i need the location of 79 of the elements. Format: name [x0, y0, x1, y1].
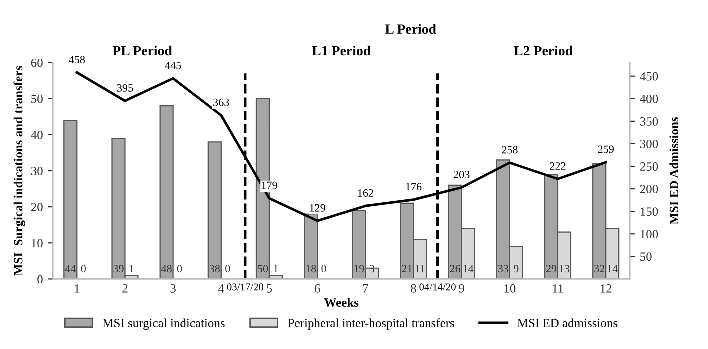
data-label: 0 [226, 265, 230, 273]
data-label: 222 [550, 162, 566, 170]
y-tick-label: 60 [31, 58, 43, 68]
bar [304, 214, 318, 280]
y-tick-label: 50 [32, 94, 43, 104]
text: L Period [385, 24, 436, 34]
data-label: 48 [161, 265, 172, 273]
data-label: 29 [546, 265, 557, 273]
data-label: 39 [114, 265, 124, 273]
x-tick-label: 5 [267, 284, 272, 293]
data-label: 18 [306, 265, 316, 273]
data-label: 14 [608, 265, 618, 273]
data-label: 44 [65, 265, 76, 273]
data-label: 1 [274, 265, 278, 273]
data-label: 458 [69, 56, 86, 64]
x-tick-label: 10 [504, 284, 516, 293]
data-label: 50 [258, 265, 268, 273]
data-label: 363 [214, 98, 230, 106]
legend-label: MSI ED admissions [518, 318, 618, 328]
data-label: 445 [165, 62, 182, 70]
data-label: 32 [594, 265, 605, 273]
y2-tick-label: 350 [640, 117, 658, 126]
data-label: 129 [310, 204, 326, 212]
x-tick-label: 11 [553, 284, 564, 293]
x-tick-label: 6 [314, 284, 320, 293]
x-axis-title: Weeks [324, 298, 359, 308]
data-label: 21 [402, 265, 412, 273]
x-tick-label: 1 [75, 284, 80, 293]
bar [208, 142, 222, 280]
data-label: 259 [598, 146, 614, 154]
y2-tick-label: 150 [640, 208, 658, 216]
data-label: 1 [130, 265, 134, 273]
x-tick-label: 7 [363, 284, 368, 293]
x-tick-label: 12 [600, 284, 612, 293]
x-tick-label: 9 [459, 284, 464, 293]
y2-tick-label: 50 [640, 252, 652, 262]
y-tick-label: 0 [38, 275, 43, 284]
y2-tick-label: 100 [640, 230, 658, 239]
annotation: 03/17/20 [227, 284, 264, 291]
text: PL Period [112, 46, 172, 56]
data-label: 9 [514, 265, 519, 273]
bar [64, 120, 78, 280]
data-label: 38 [210, 265, 220, 273]
data-label: 13 [560, 265, 570, 273]
data-label: 203 [454, 170, 470, 178]
data-label: 162 [358, 190, 374, 197]
y-tick-label: 30 [31, 167, 43, 176]
legend-label: Peripheral inter-hospital transfers [288, 318, 454, 330]
y2-axis-title: MSI ED Admissions [670, 117, 678, 225]
y-axis-title: MSI Surgical indications and transfers [14, 66, 26, 276]
data-label: 258 [502, 146, 518, 154]
data-label: 0 [322, 265, 326, 273]
data-label: 0 [81, 265, 86, 273]
data-label: 0 [177, 265, 182, 273]
data-label: 19 [354, 265, 364, 273]
text: L1 Period [312, 46, 371, 56]
annotation: 04/14/20 [420, 284, 456, 291]
y2-tick-label: 400 [640, 94, 658, 104]
y-tick-label: 40 [31, 130, 43, 140]
data-label: 11 [416, 265, 425, 273]
y-tick-label: 10 [32, 239, 43, 248]
y2-tick-label: 450 [640, 72, 658, 81]
x-tick-label: 2 [122, 284, 128, 293]
data-label: 176 [406, 183, 422, 191]
x-tick-label: 8 [411, 284, 416, 293]
y2-tick-label: 250 [640, 162, 658, 171]
y-tick-label: 20 [31, 203, 43, 212]
data-label: 395 [117, 84, 134, 92]
text: L2 Period [514, 46, 573, 56]
y2-tick-label: 300 [640, 140, 658, 148]
data-label: 14 [464, 265, 474, 273]
data-label: 26 [450, 265, 461, 273]
data-label: 33 [498, 265, 509, 273]
bar [160, 106, 174, 280]
x-tick-label: 3 [170, 284, 176, 293]
x-tick-label: 4 [218, 284, 224, 293]
legend-label: MSI surgical indications [103, 318, 225, 330]
y2-tick-label: 200 [640, 185, 658, 194]
data-label: 179 [262, 182, 278, 190]
